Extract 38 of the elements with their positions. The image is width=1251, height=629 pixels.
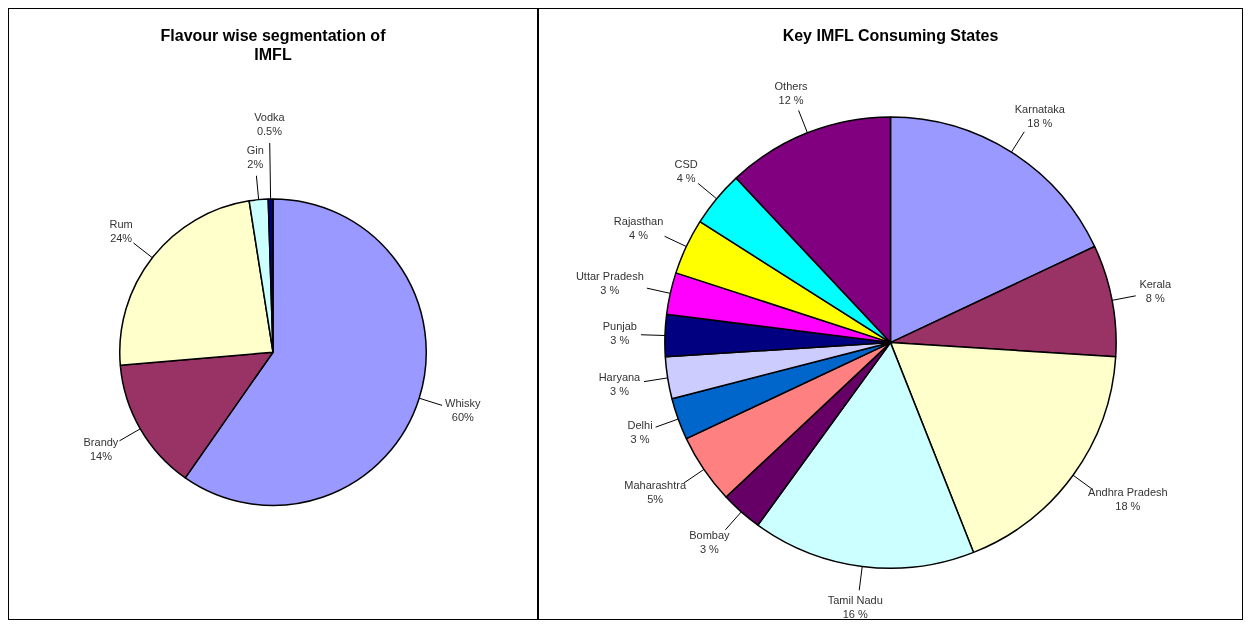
- slice-label: Haryana: [598, 370, 642, 383]
- slice-label: Bombay: [689, 529, 731, 542]
- data-label: 3 %: [610, 334, 630, 347]
- chart-title: Flavour wise segmentation of IMFL: [160, 27, 387, 64]
- slice-label: Others: [774, 79, 809, 92]
- slice-label: Karnataka: [1014, 102, 1066, 115]
- slice-label: Andhra Pradesh: [1088, 485, 1168, 498]
- data-label: 14%: [89, 449, 113, 462]
- slice-label: Tamil Nadu: [827, 594, 883, 607]
- data-label: 60%: [451, 410, 475, 423]
- data-label: 5%: [647, 493, 664, 506]
- data-label: 8 %: [1145, 292, 1165, 305]
- data-label: 2%: [247, 157, 264, 170]
- slice-label: Delhi: [627, 419, 653, 432]
- data-label: 4 %: [676, 172, 696, 185]
- data-label: 18 %: [1115, 499, 1141, 512]
- data-label: 18 %: [1027, 116, 1053, 129]
- data-label: 3 %: [609, 384, 630, 397]
- data-label: 12 %: [778, 93, 804, 106]
- slice-label: Gin: [246, 143, 264, 156]
- slice-label: Brandy: [83, 435, 119, 448]
- data-label: 0.5%: [256, 125, 283, 138]
- chart-title: Key IMFL Consuming States: [782, 27, 999, 45]
- slice-label: Rum: [109, 217, 133, 230]
- slice-label: Punjab: [602, 320, 637, 333]
- slice-label: Rajasthan: [613, 214, 664, 227]
- slice-label: Kerala: [1139, 278, 1173, 291]
- slice-label: Uttar Pradesh: [575, 270, 644, 283]
- data-label: 3 %: [699, 543, 720, 556]
- data-label: 4 %: [629, 228, 649, 241]
- data-label: 3 %: [630, 433, 650, 446]
- data-label: 3 %: [600, 284, 620, 297]
- slice-label: CSD: [674, 158, 698, 171]
- slice-label: Maharashtra: [624, 479, 687, 492]
- data-label: 24%: [110, 231, 133, 244]
- data-label: 16 %: [842, 608, 869, 621]
- slice-label: Vodka: [254, 111, 286, 124]
- slice-label: Whisky: [445, 396, 482, 409]
